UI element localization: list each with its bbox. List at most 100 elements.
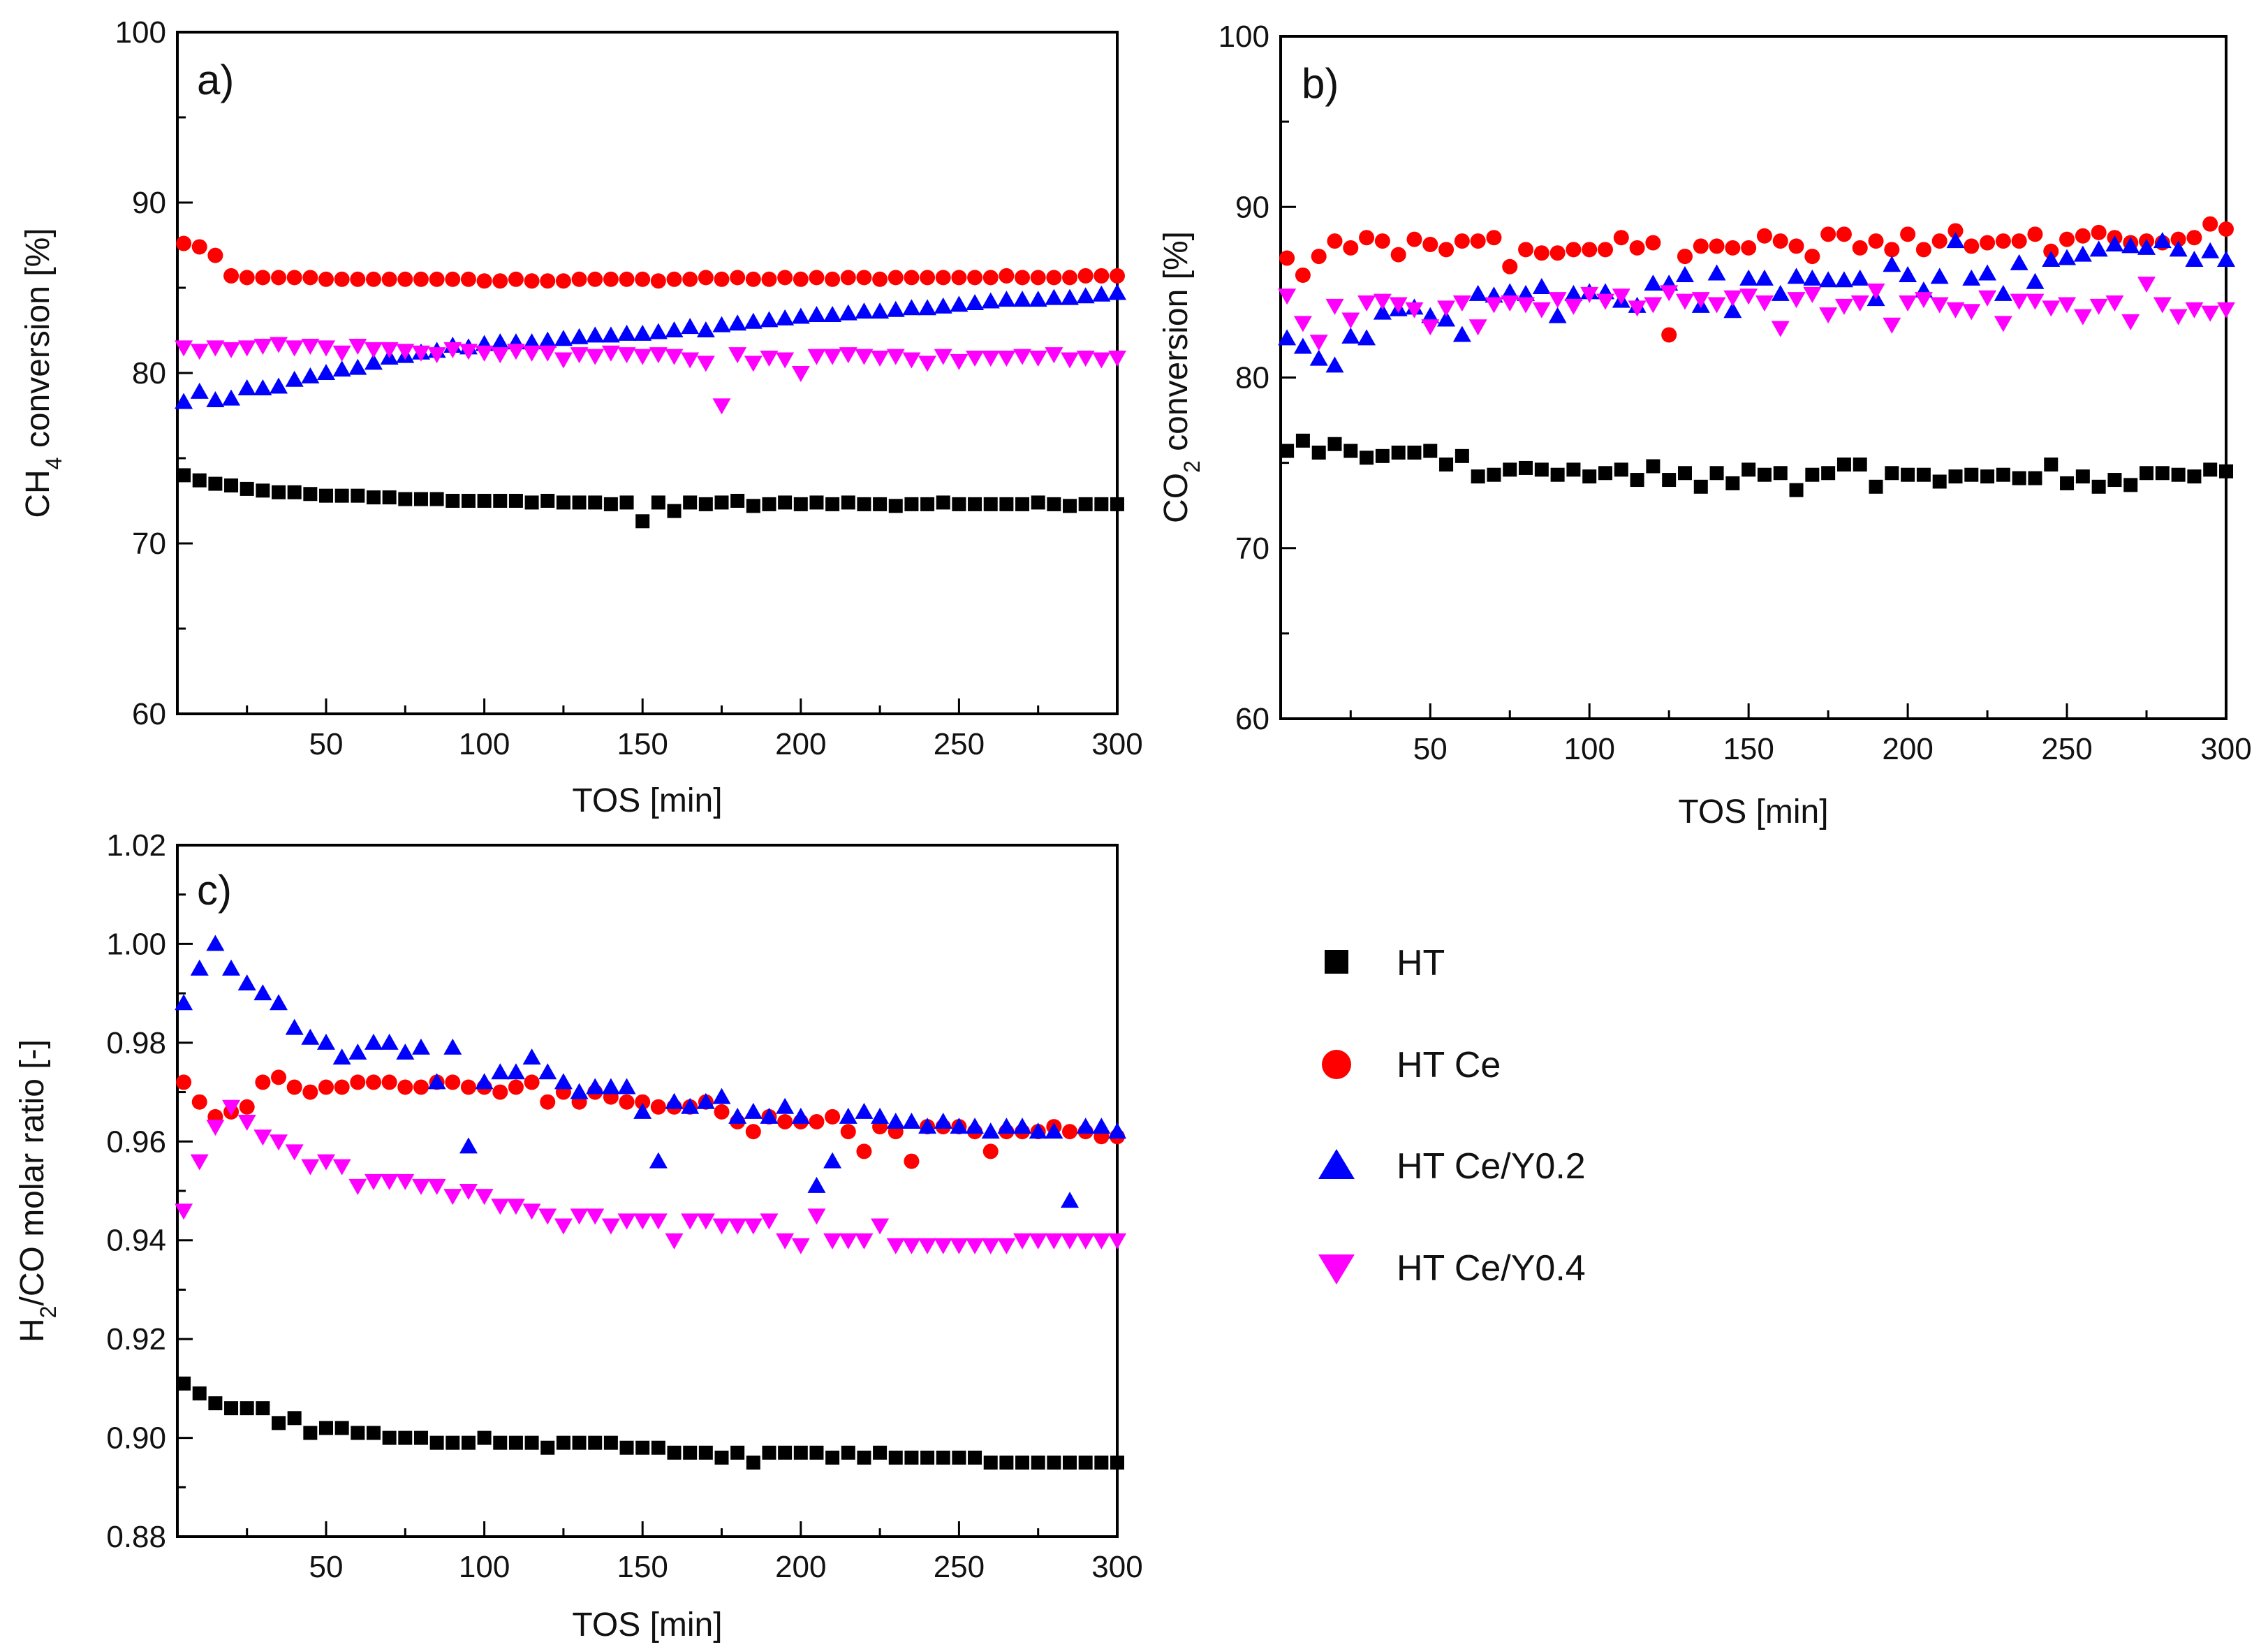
point-ht-ce-y0-2 (2201, 242, 2220, 258)
point-ht-ce (872, 271, 888, 287)
point-ht (1295, 433, 1310, 448)
y-tick-label: 0.98 (106, 1026, 166, 1060)
point-ht-ce-y0-4 (285, 1144, 304, 1161)
point-ht-ce-y0-2 (871, 1107, 890, 1124)
point-ht-ce-y0-4 (491, 347, 510, 364)
point-ht-ce (191, 239, 207, 255)
point-ht (1836, 458, 1851, 472)
point-ht-ce-y0-2 (1978, 264, 1997, 281)
point-ht (177, 1376, 191, 1391)
point-ht-ce-y0-4 (1644, 297, 1663, 314)
point-ht-ce-y0-4 (396, 1173, 415, 1190)
point-ht-ce-y0-2 (918, 299, 937, 316)
legend-label: HT Ce/Y0.4 (1397, 1248, 1586, 1289)
point-ht-ce (540, 273, 556, 289)
point-ht-ce-y0-2 (649, 323, 668, 339)
point-ht (303, 487, 318, 502)
point-ht-ce (904, 1153, 920, 1169)
point-ht (651, 495, 665, 510)
point-ht (667, 1445, 682, 1460)
point-ht-ce (982, 270, 999, 286)
point-ht (493, 1435, 508, 1450)
point-ht-ce (365, 271, 381, 287)
point-ht-ce-y0-4 (237, 1115, 256, 1131)
point-ht-ce-y0-4 (617, 1213, 636, 1230)
point-ht (762, 1445, 776, 1460)
point-ht (841, 495, 855, 510)
point-ht-ce (1725, 240, 1741, 256)
point-ht-ce-y0-2 (1278, 329, 1297, 346)
point-ht-ce-y0-4 (190, 344, 209, 360)
point-ht-ce (1852, 240, 1868, 256)
point-ht-ce-y0-4 (1108, 351, 1126, 367)
point-ht-ce-y0-4 (839, 347, 857, 364)
point-ht-ce (318, 1079, 334, 1095)
point-ht (1805, 467, 1820, 482)
point-ht-ce (761, 271, 777, 287)
point-ht-ce-y0-4 (1405, 302, 1424, 319)
point-ht-ce-y0-4 (1899, 295, 1917, 312)
point-ht (1063, 1455, 1077, 1470)
point-ht-ce-y0-4 (918, 1238, 937, 1254)
point-ht (1677, 466, 1692, 481)
point-ht-ce-y0-2 (2058, 249, 2077, 265)
panel-a-ylabel-sub: 4 (41, 458, 66, 470)
y-tick-label: 0.92 (106, 1322, 166, 1356)
point-ht-ce-y0-2 (665, 1092, 684, 1109)
point-ht-ce-y0-2 (1962, 269, 1981, 286)
point-ht-ce-y0-4 (1045, 347, 1063, 364)
point-ht-ce-y0-4 (206, 1120, 225, 1136)
point-ht-ce-y0-4 (902, 1238, 921, 1254)
point-ht (1015, 1455, 1030, 1470)
point-ht-ce (413, 271, 429, 287)
point-ht-ce-y0-2 (2089, 240, 2108, 257)
y-tick-label: 90 (132, 186, 166, 220)
x-tick-label: 100 (1564, 732, 1615, 766)
point-ht (952, 497, 966, 511)
panel-b-points (1278, 216, 2235, 497)
point-ht-ce-y0-2 (538, 1063, 557, 1080)
point-ht-ce-y0-2 (1452, 325, 1471, 342)
point-ht (540, 494, 555, 508)
point-ht (1094, 497, 1109, 511)
point-ht-ce (445, 1074, 461, 1090)
point-ht-ce-y0-2 (332, 1048, 351, 1065)
point-ht-ce-y0-2 (348, 1044, 367, 1060)
point-ht-ce-y0-2 (348, 358, 367, 375)
point-ht-ce-y0-2 (190, 382, 209, 399)
point-ht-ce (176, 235, 192, 251)
point-ht (1980, 469, 1995, 484)
point-ht-ce (207, 247, 223, 263)
panel-a-xlabel: TOS [min] (572, 782, 722, 819)
point-ht-ce-y0-2 (1755, 269, 1774, 286)
point-ht-ce-y0-2 (966, 1118, 985, 1134)
point-ht-ce (1327, 233, 1343, 249)
point-ht-ce-y0-2 (1468, 284, 1487, 301)
point-ht-ce (650, 273, 666, 289)
point-ht (983, 497, 998, 511)
point-ht-ce-y0-4 (791, 366, 810, 382)
point-ht-ce (1454, 233, 1470, 249)
point-ht-ce-y0-4 (1850, 295, 1869, 312)
point-ht-ce (271, 1069, 287, 1085)
point-ht-ce-y0-4 (1532, 302, 1551, 319)
panel-c-ylabel-rest: /CO molar ratio [-] (14, 1039, 51, 1305)
point-ht-ce-y0-4 (475, 1189, 494, 1206)
point-ht-ce-y0-4 (950, 353, 969, 370)
point-ht-ce (967, 270, 983, 286)
point-ht (208, 476, 223, 491)
point-ht-ce-y0-4 (1612, 288, 1630, 305)
point-ht-ce-y0-4 (1108, 1233, 1126, 1250)
x-tick-label: 300 (1091, 727, 1142, 761)
panel-c-xticks: 50 100 150 200 250 300 (246, 1521, 1143, 1584)
point-ht-ce-y0-4 (1707, 297, 1726, 314)
point-ht (1439, 458, 1454, 472)
point-ht-ce-y0-2 (681, 1097, 700, 1114)
point-ht-ce-y0-4 (1076, 1233, 1095, 1250)
x-tick-label: 150 (1723, 732, 1774, 766)
legend-item-ht: HT (1325, 943, 1445, 983)
point-ht-ce-y0-4 (427, 1178, 446, 1195)
point-ht-ce-y0-4 (317, 1154, 336, 1171)
point-ht-ce (2170, 231, 2186, 247)
point-ht-ce (1947, 223, 1964, 239)
